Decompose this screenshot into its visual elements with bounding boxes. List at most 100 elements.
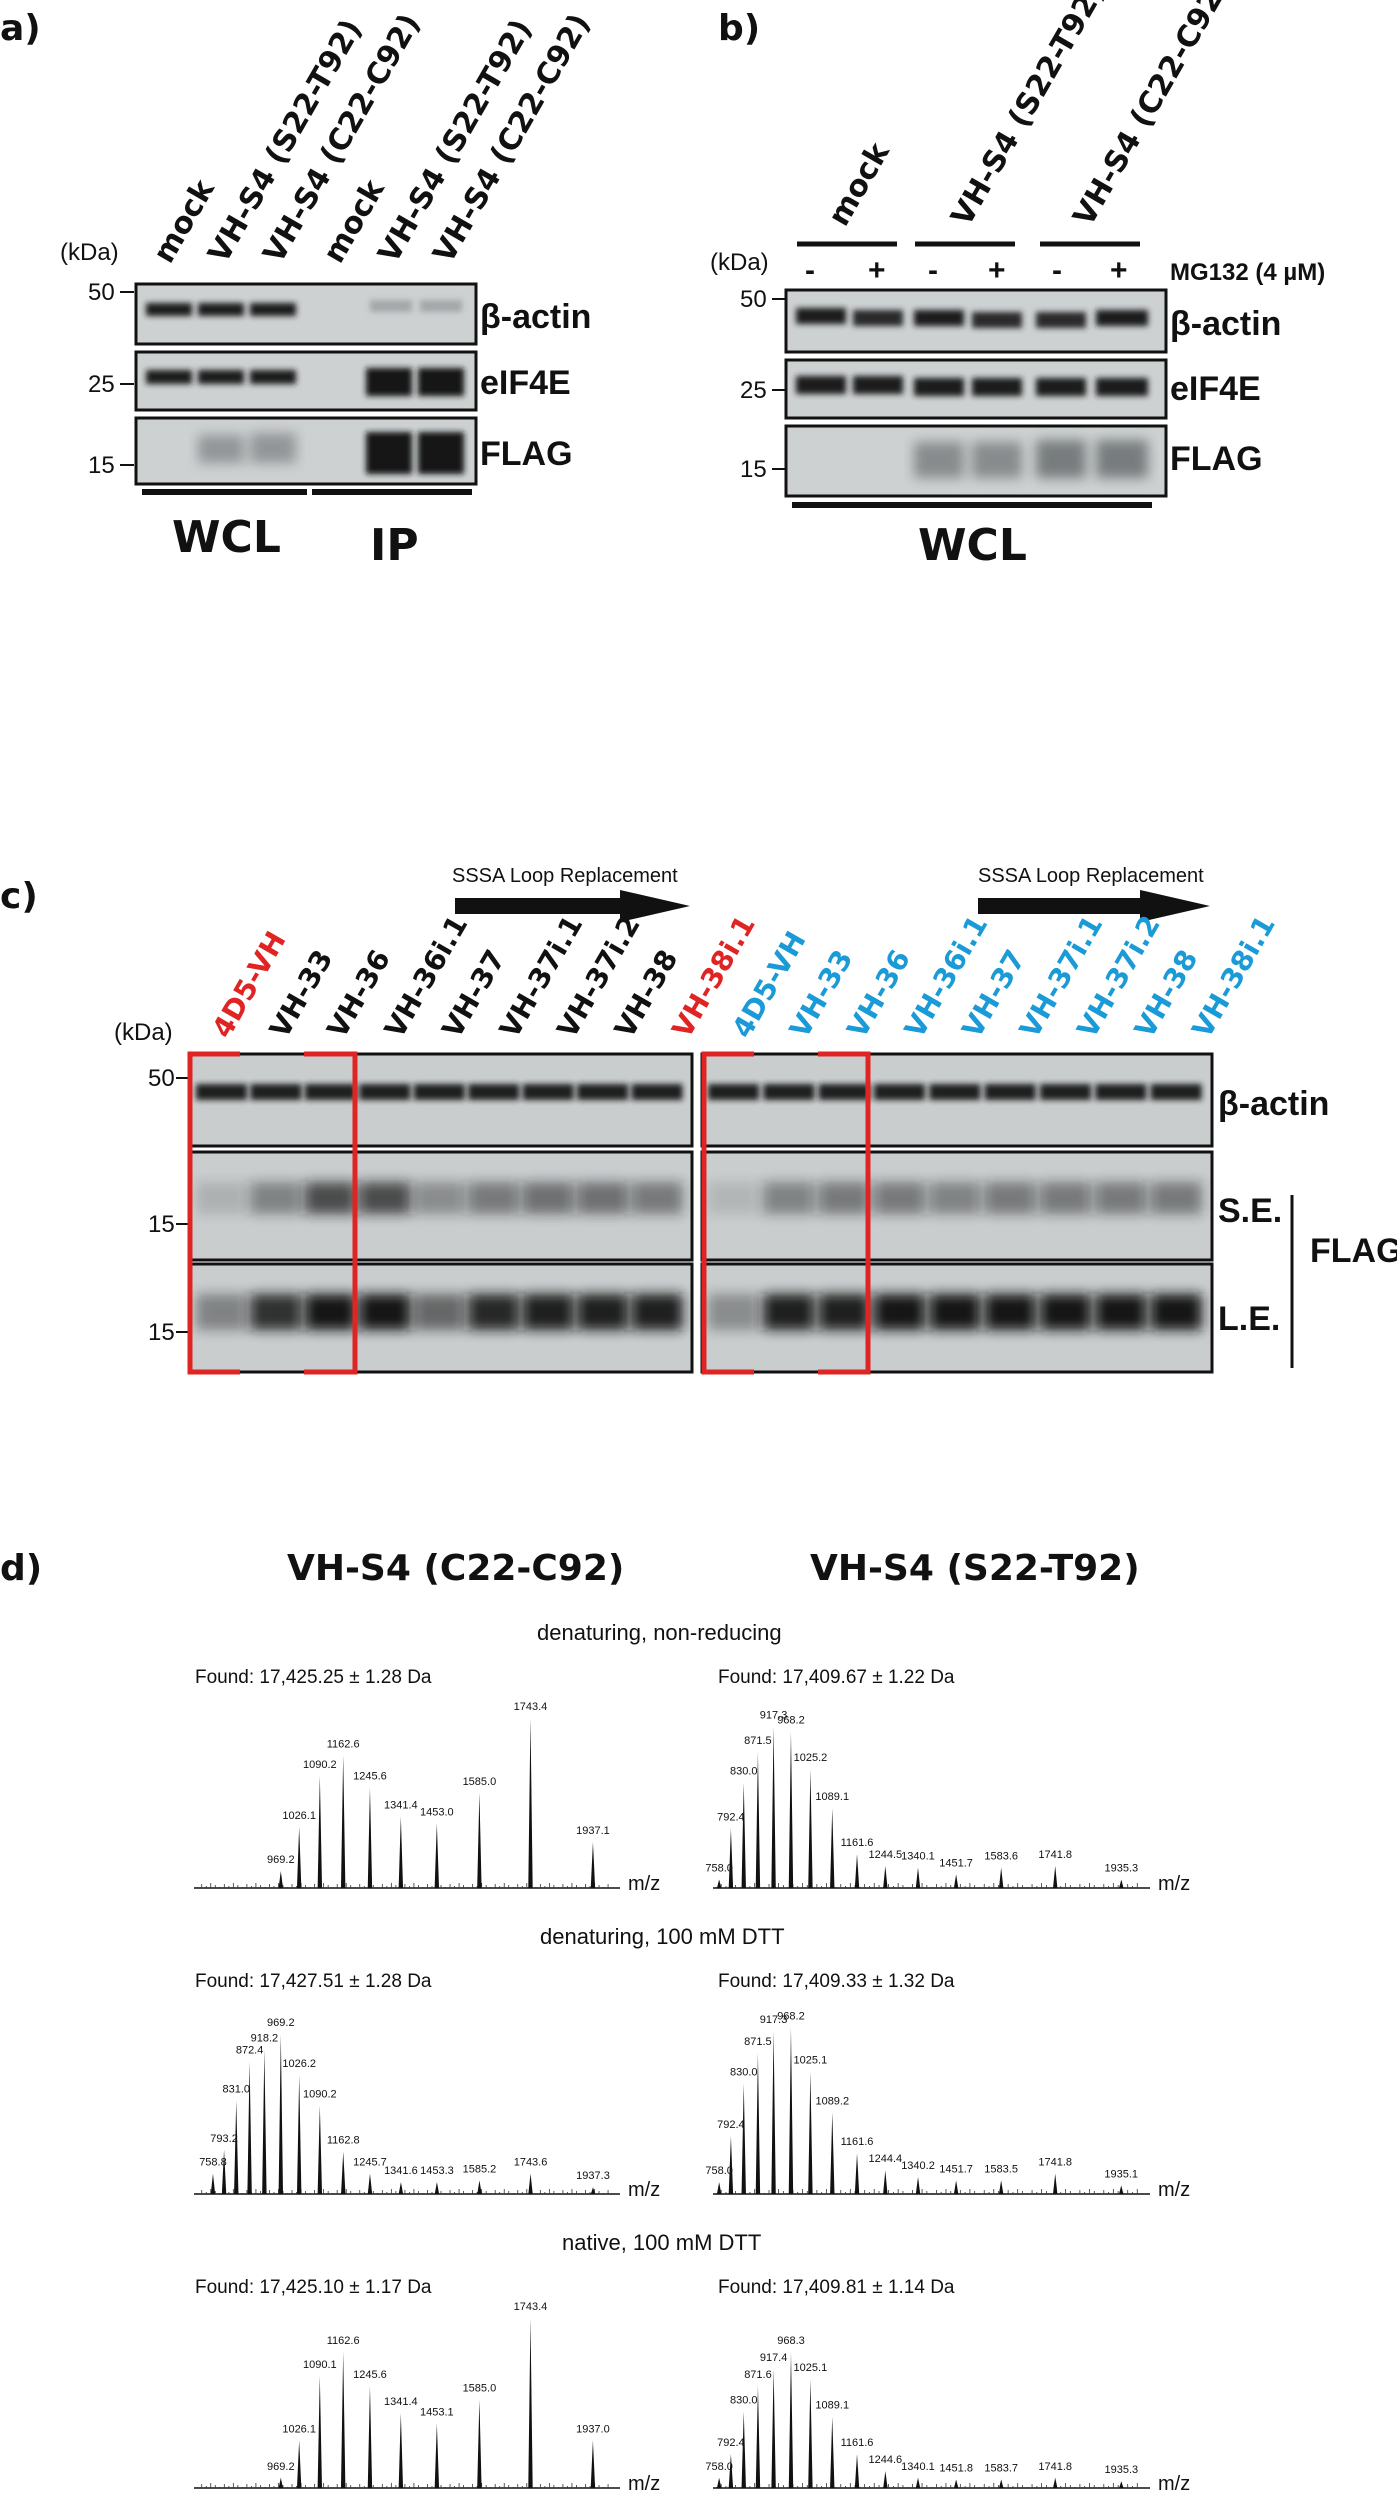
panel-a-band-flag: FLAG — [480, 435, 573, 473]
peak-label: 1341.4 — [384, 2396, 418, 2408]
peak-label: 1585.0 — [463, 1776, 497, 1788]
panel-c-band-left-1-2 — [250, 1084, 302, 1100]
peak-label: 1162.6 — [327, 2335, 360, 2347]
spectrum-peak — [830, 2112, 835, 2194]
peak-label: 1341.6 — [384, 2165, 418, 2177]
peak-label: 1162.6 — [327, 1738, 360, 1750]
panel-c-band-actin: β-actin — [1218, 1085, 1329, 1123]
spectrum-peak — [317, 2375, 322, 2488]
spectrum-peak — [854, 2153, 860, 2194]
panel-d-found-2l: Found: 17,427.51 ± 1.28 Da — [195, 1971, 432, 1992]
spectrum-peak — [590, 2187, 596, 2194]
peak-label: 1090.2 — [303, 1759, 337, 1771]
panel-b-blot-flag — [784, 424, 1168, 498]
peak-label: 1025.1 — [794, 2362, 828, 2374]
panel-c-marker-15a: 15 — [148, 1211, 175, 1238]
peak-label: 1935.3 — [1104, 1863, 1138, 1875]
panel-a-blot-actin — [134, 282, 478, 346]
panel-c-band-right-1-1 — [708, 1084, 759, 1100]
peak-label: 830.0 — [730, 2395, 758, 2407]
panel-c-band-right-1-2 — [763, 1084, 815, 1100]
peak-label: 1244.4 — [868, 2153, 902, 2165]
panel-c-band-left-1-4 — [359, 1084, 411, 1100]
spectrum-peak — [434, 1823, 440, 1888]
spectrum-peak — [741, 2411, 746, 2488]
peak-label: 1244.5 — [869, 1849, 903, 1861]
panel-b-blot-eif4e — [784, 358, 1168, 420]
panel-c-arrow-label-left: SSSA Loop Replacement — [452, 865, 678, 887]
panel-c-band-left-2-6 — [468, 1182, 520, 1214]
peak-label: 1089.1 — [815, 2400, 849, 2412]
peak-label: 1585.2 — [463, 2163, 497, 2175]
peak-label: 1090.1 — [303, 2359, 337, 2371]
peak-label: 1244.6 — [869, 2454, 903, 2466]
panel-d-title-right: VH-S4 (S22-T92) — [810, 1548, 1140, 1589]
spectrum-peak — [788, 2352, 794, 2488]
peak-label: 1583.6 — [984, 1851, 1018, 1863]
panel-c-marker-15b: 15 — [148, 1319, 175, 1346]
spectrum-peak — [755, 2386, 761, 2488]
spectrum-peak — [398, 2413, 404, 2488]
spectrum-peak — [830, 2416, 835, 2488]
peak-label: 1161.6 — [841, 2136, 874, 2148]
panel-c-band-left-3-5 — [413, 1294, 465, 1330]
panel-c-band-right-1-9 — [1150, 1084, 1202, 1100]
panel-b-band-actin: β-actin — [1170, 305, 1281, 343]
spectrum-peak — [296, 2075, 302, 2194]
peak-label: 1937.0 — [576, 2423, 610, 2435]
peak-label: 968.2 — [777, 2010, 805, 2022]
peak-label: 1089.2 — [815, 2095, 849, 2107]
peak-label: 917.3 — [760, 1710, 788, 1722]
spectrum-peak — [883, 1865, 888, 1888]
panel-c-bracket-right-end — [818, 1051, 871, 1375]
spectrum-peak — [340, 2352, 346, 2488]
spectrum-peak — [398, 1816, 404, 1888]
panel-a-band-actin: β-actin — [480, 298, 591, 336]
peak-label: 758.0 — [705, 1863, 733, 1875]
panel-c-band-left-3-2 — [250, 1294, 302, 1330]
spectrum-peak — [278, 1871, 284, 1888]
panel-c-lanes-left: 4D5-VHVH-33VH-36VH-36i.1VH-37VH-37i.1VH-… — [205, 910, 761, 1044]
spectrum-peak — [999, 2479, 1004, 2488]
spectrum-peak — [317, 1775, 323, 1888]
panel-b-letter: b) — [718, 8, 760, 49]
peak-label: 1937.1 — [576, 1825, 610, 1837]
spectrum-peak — [808, 1769, 813, 1888]
peak-label: 1743.4 — [514, 1701, 548, 1713]
panel-d-letter: d) — [0, 1548, 42, 1589]
mz-axis-label: m/z — [628, 2473, 660, 2495]
panel-d-found-2r: Found: 17,409.33 ± 1.32 Da — [718, 1971, 955, 1992]
spectrum-peak — [367, 1787, 373, 1888]
peak-label: 792.4 — [717, 1812, 745, 1824]
mz-axis-label: m/z — [1158, 1873, 1190, 1895]
panel-c-band-right-2-4 — [874, 1182, 925, 1214]
panel-b-kda-header: (kDa) — [710, 249, 769, 276]
mz-axis-label: m/z — [1158, 2179, 1190, 2201]
panel-c-band-left-3-3 — [304, 1294, 356, 1330]
spectrum-peak — [883, 2170, 888, 2194]
panel-c-band-right-1-5 — [929, 1084, 981, 1100]
panel-c-kda-header: (kDa) — [114, 1019, 173, 1046]
spectrum-peak — [716, 1879, 722, 1888]
peak-label: 1741.8 — [1038, 2157, 1072, 2169]
mz-axis-label: m/z — [1158, 2473, 1190, 2495]
peak-label: 968.2 — [777, 1715, 805, 1727]
spectrum-peak — [953, 1874, 959, 1888]
panel-a-letter: a) — [0, 8, 41, 49]
panel-c-band-right-2-1 — [708, 1182, 759, 1214]
panel-c-band-left-2-3 — [304, 1182, 356, 1214]
peak-label: 1089.1 — [815, 1791, 849, 1803]
panel-c-band-left-1-8 — [577, 1084, 629, 1100]
panel-c-band-left-2-7 — [522, 1182, 574, 1214]
spectrum-peak — [771, 1726, 776, 1888]
peak-label: 917.4 — [760, 2352, 788, 2364]
panel-c-band-right-2-2 — [763, 1182, 815, 1214]
panel-a-marker-25: 25 — [88, 371, 115, 398]
panel-c-band-left-3-6 — [468, 1294, 520, 1330]
spectrum-peak — [1053, 2173, 1058, 2194]
panel-c-blots — [187, 1051, 1214, 1375]
peak-label: 1026.2 — [282, 2058, 316, 2070]
peak-label: 831.0 — [222, 2084, 250, 2096]
mz-axis-label: m/z — [628, 2179, 660, 2201]
